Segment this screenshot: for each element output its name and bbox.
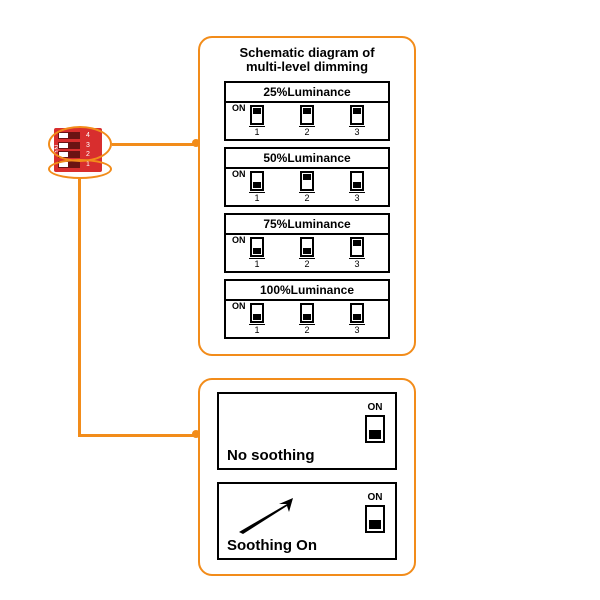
switch-num: 1 [249, 126, 265, 137]
switch: 3 [349, 303, 365, 335]
title-line: Schematic diagram of [239, 45, 374, 60]
soothing-label: No soothing [227, 447, 314, 464]
switch-slot [250, 303, 264, 323]
callout-ellipse-top [48, 126, 112, 162]
on-label: ON [232, 301, 246, 311]
luminance-body: ON 1 2 3 [226, 169, 388, 205]
on-label: ON [365, 492, 385, 503]
switch-slot [350, 303, 364, 323]
soothing-box: No soothing ON [217, 392, 397, 470]
switch-slot [350, 105, 364, 125]
switch: 1 [249, 237, 265, 269]
on-label: ON [232, 235, 246, 245]
title-line: multi-level dimming [246, 59, 368, 74]
luminance-box: 25%LuminanceON 1 2 3 [224, 81, 390, 141]
panel-title: Schematic diagram of multi-level dimming [200, 46, 414, 75]
switch-num: 3 [349, 258, 365, 269]
connector-line-top [112, 143, 196, 146]
switch: 1 [249, 303, 265, 335]
switch-slot [250, 105, 264, 125]
switch-slot [300, 237, 314, 257]
switch-slot [250, 171, 264, 191]
luminance-box: 50%LuminanceON 1 2 3 [224, 147, 390, 207]
connector-line-vert [78, 179, 81, 437]
switch-slot [350, 171, 364, 191]
switch: 3 [349, 171, 365, 203]
switch-num: 1 [249, 192, 265, 203]
luminance-box: 100%LuminanceON 1 2 3 [224, 279, 390, 339]
switch-slot [300, 171, 314, 191]
luminance-title: 100%Luminance [226, 281, 388, 301]
luminance-box: 75%LuminanceON 1 2 3 [224, 213, 390, 273]
soothing-label: Soothing On [227, 537, 317, 554]
on-label: ON [232, 169, 246, 179]
luminance-title: 50%Luminance [226, 149, 388, 169]
switch-num: 2 [299, 126, 315, 137]
switch-num: 2 [299, 192, 315, 203]
switch-num: 3 [349, 126, 365, 137]
switch-slot [300, 105, 314, 125]
single-switch: ON [365, 492, 385, 533]
luminance-body: ON 1 2 3 [226, 301, 388, 337]
switch: 2 [299, 237, 315, 269]
switch-num: 1 [249, 324, 265, 335]
luminance-title: 25%Luminance [226, 83, 388, 103]
switch-num: 2 [299, 258, 315, 269]
switch-num: 2 [299, 324, 315, 335]
switch-slot [300, 303, 314, 323]
switch: 1 [249, 105, 265, 137]
switch-num: 3 [349, 192, 365, 203]
switch-slot [365, 415, 385, 443]
soothing-panel: No soothing ON Soothing On ON [198, 378, 416, 576]
on-label: ON [232, 103, 246, 113]
switch: 3 [349, 105, 365, 137]
switch: 2 [299, 105, 315, 137]
connector-line-bottom [78, 434, 196, 437]
switch: 2 [299, 303, 315, 335]
switch-slot [250, 237, 264, 257]
dimming-panel: Schematic diagram of multi-level dimming… [198, 36, 416, 356]
soothing-box: Soothing On ON [217, 482, 397, 560]
switch-slot [365, 505, 385, 533]
single-switch: ON [365, 402, 385, 443]
luminance-title: 75%Luminance [226, 215, 388, 235]
switch: 2 [299, 171, 315, 203]
luminance-body: ON 1 2 3 [226, 103, 388, 139]
arrow-icon [233, 494, 313, 538]
switch-slot [350, 237, 364, 257]
switch-num: 3 [349, 324, 365, 335]
switch: 3 [349, 237, 365, 269]
switch: 1 [249, 171, 265, 203]
callout-ellipse-bottom [48, 159, 112, 179]
on-label: ON [365, 402, 385, 413]
switch-num: 1 [249, 258, 265, 269]
luminance-body: ON 1 2 3 [226, 235, 388, 271]
